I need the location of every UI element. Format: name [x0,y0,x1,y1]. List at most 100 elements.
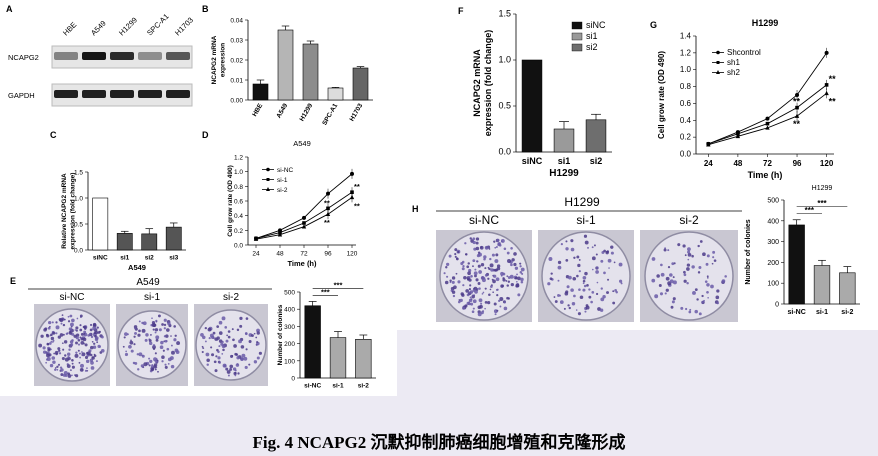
colony-dot [472,265,474,268]
colony-dot [701,300,704,304]
colony-dot [484,267,487,270]
colony-dot [519,271,523,274]
y-tick-label: 500 [284,290,295,297]
colony-dot [575,309,578,311]
colony-dot [57,347,61,351]
colony-dot [483,258,486,261]
colony-dot [462,306,466,310]
colony-dot [206,358,210,363]
colony-dot [651,278,656,283]
colony-dot [54,367,57,369]
y-tick-label: 1.0 [680,65,692,74]
colony-dot [59,366,63,369]
colony-dot [241,353,246,358]
colony-dot [455,257,459,261]
colony-dot [697,271,701,274]
colony-dot [496,288,499,291]
colony-dot [703,299,705,302]
colony-dot [42,350,47,354]
colony-dot [158,328,162,332]
colony-dot [70,369,72,371]
colony-dot [510,263,513,267]
colony-dot [129,340,134,345]
bar [277,29,294,101]
colony-dot [60,368,64,372]
blot-band [54,90,78,98]
colony-dot [451,290,456,294]
colony-dot [449,279,452,282]
plate-label: si-NC [60,292,85,303]
colony-dot [232,367,237,371]
legend-marker [716,70,720,74]
colony-dot [691,265,695,269]
colony-dot [229,364,234,369]
colony-dot [156,359,159,362]
colony-dot [468,278,472,282]
significance-label: ** [324,218,330,227]
colony-dot [209,333,214,338]
colony-dot [256,328,260,333]
colony-dot [505,279,508,282]
colony-dot [697,244,700,248]
y-tick-label: 0.6 [234,199,243,206]
colony-dot [48,321,52,325]
y-axis-label: expression (fold change) [70,173,77,250]
colony-dot [570,239,574,243]
legend-marker [266,187,270,191]
colony-dot [698,312,702,316]
colony-dot [45,361,47,364]
colony-dot [670,305,674,309]
colony-dot [582,288,586,292]
legend-label: siNC [586,20,606,30]
colony-dot [233,344,237,348]
colony-dot [128,344,132,349]
colony-dot [495,277,500,282]
x-tick-label: A549 [275,102,289,119]
colony-dot [519,265,522,268]
colony-dot [480,263,485,267]
x-tick-label: si-2 [841,309,853,316]
colony-dot [225,367,229,371]
colony-dot [214,369,218,373]
colony-dot [89,328,93,332]
bar [521,59,543,153]
data-point [253,236,259,241]
series-line [255,173,353,239]
colony-dot [698,265,702,269]
colony-dot [570,247,575,252]
colony-dot [495,253,499,257]
y-tick-label: 0.0 [680,150,692,159]
significance-label: ** [793,97,801,107]
colony-dot [461,267,465,271]
colony-dot [165,334,169,338]
colony-dot [145,333,149,337]
colony-dot [686,263,691,267]
colony-dot [691,254,694,258]
colony-dot [95,360,98,363]
colony-dot [600,259,604,263]
colony-dot [499,305,502,308]
colony-dot [500,284,504,288]
bar [839,272,856,305]
colony-dot [235,353,239,356]
colony-dot [86,367,88,369]
y-tick-label: 0.5 [498,101,511,111]
y-tick-label: 400 [284,307,295,314]
colony-dot [227,374,230,377]
colony-dot [69,314,73,318]
colony-dot [142,321,147,326]
colony-dot [58,352,62,355]
colony-dot [71,365,75,369]
colony-dot [83,325,87,329]
blot-band [166,52,190,60]
colony-dot [572,276,577,281]
colony-dot [478,298,483,303]
bar [352,67,369,101]
colony-dot [685,307,688,311]
significance-label: ** [324,198,330,207]
y-tick-label: 200 [767,260,779,267]
colony-dot [256,356,260,360]
colony-dot [40,334,44,338]
colony-dot [123,336,126,339]
colony-dot [471,294,475,299]
